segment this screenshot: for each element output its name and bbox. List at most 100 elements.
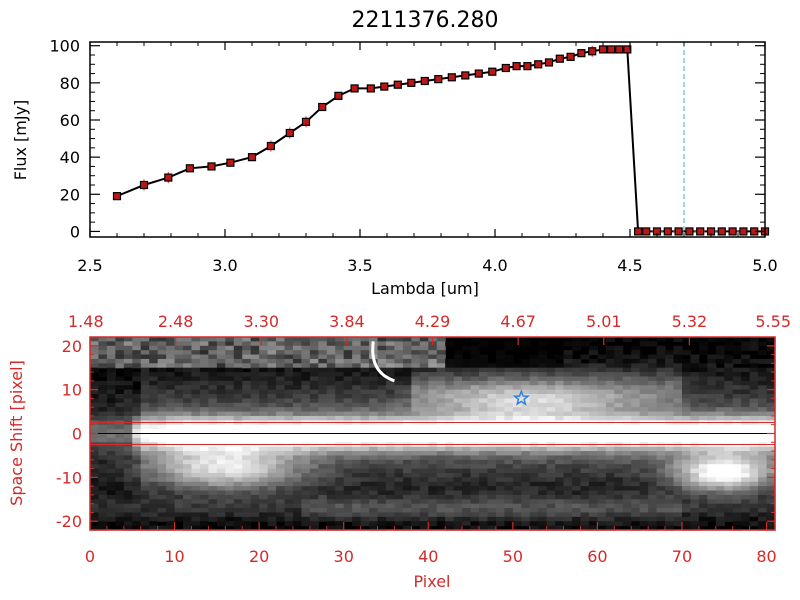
image-pixel xyxy=(199,512,209,518)
image-pixel xyxy=(470,451,480,457)
image-pixel xyxy=(479,411,489,417)
image-pixel xyxy=(681,363,692,369)
image-pixel xyxy=(276,464,286,470)
image-pixel xyxy=(521,468,531,474)
data-point xyxy=(420,76,429,86)
image-pixel xyxy=(242,415,252,421)
image-pixel xyxy=(622,477,632,483)
image-pixel xyxy=(521,402,531,408)
image-pixel xyxy=(115,499,125,505)
image-pixel xyxy=(191,481,201,487)
image-pixel xyxy=(242,494,252,500)
image-pixel xyxy=(648,372,658,378)
image-pixel xyxy=(284,468,294,474)
image-pixel xyxy=(233,380,243,386)
image-pixel xyxy=(758,459,768,465)
image-pixel xyxy=(614,433,624,439)
image-pixel xyxy=(326,385,336,391)
image-pixel xyxy=(605,468,615,474)
image-pixel xyxy=(470,380,480,386)
image-pixel xyxy=(495,433,505,439)
image-pixel xyxy=(233,398,243,404)
image-pixel xyxy=(487,376,497,382)
data-point xyxy=(606,45,616,54)
image-pixel xyxy=(538,350,548,356)
image-pixel xyxy=(580,508,590,514)
image-pixel xyxy=(445,525,455,531)
image-pixel xyxy=(504,516,514,522)
spectrum-plot: 2211376.280 2.5 3.0 3.5 4.0 4.5 5.0 020406080… xyxy=(11,8,778,298)
image-pixel xyxy=(521,459,531,465)
image-pixel xyxy=(191,350,201,356)
image-pixel xyxy=(622,385,632,391)
image-pixel xyxy=(521,499,531,505)
image-pixel xyxy=(132,411,142,417)
image-pixel xyxy=(132,415,142,421)
image-pixel xyxy=(309,376,319,382)
image-pixel xyxy=(436,503,446,509)
image-pixel xyxy=(123,424,133,430)
image-pixel xyxy=(504,512,514,518)
image-pixel xyxy=(487,394,497,400)
image-pixel xyxy=(707,508,717,514)
image-pixel xyxy=(563,490,573,496)
image-pixel xyxy=(563,411,573,417)
image-pixel xyxy=(267,341,277,347)
image-pixel xyxy=(98,372,108,378)
image-pixel xyxy=(140,512,150,518)
image-pixel xyxy=(648,354,658,360)
image-pixel xyxy=(233,394,243,400)
image-pixel xyxy=(538,363,548,369)
image-pixel xyxy=(766,411,776,417)
image-pixel xyxy=(377,459,387,465)
data-point xyxy=(318,102,327,112)
image-pixel xyxy=(106,486,116,492)
image-pixel xyxy=(555,429,565,435)
image-pixel xyxy=(301,494,311,500)
pixel-tick-label: 70 xyxy=(672,547,692,566)
image-pixel xyxy=(352,490,362,496)
image-pixel xyxy=(326,354,336,360)
image-pixel xyxy=(394,372,404,378)
image-pixel xyxy=(199,490,209,496)
image-pixel xyxy=(529,472,539,478)
image-pixel xyxy=(411,354,421,360)
image-pixel xyxy=(140,394,150,400)
image-pixel xyxy=(157,350,167,356)
y-tick-label: 60 xyxy=(60,111,80,130)
image-pixel xyxy=(140,385,150,391)
image-pixel xyxy=(597,455,607,461)
image-pixel xyxy=(123,451,133,457)
image-pixel xyxy=(741,433,751,439)
image-pixel xyxy=(495,354,505,360)
image-pixel xyxy=(588,508,599,514)
data-point xyxy=(615,45,624,54)
data-point xyxy=(728,227,737,236)
image-pixel xyxy=(572,394,582,400)
image-pixel xyxy=(479,503,489,509)
image-pixel xyxy=(732,337,742,342)
image-pixel xyxy=(352,433,362,439)
image-pixel xyxy=(555,490,565,496)
image-pixel xyxy=(199,367,209,373)
image-pixel xyxy=(741,477,751,483)
image-pixel xyxy=(512,499,522,505)
image-pixel xyxy=(470,407,480,413)
image-pixel xyxy=(462,358,472,364)
image-pixel xyxy=(538,512,548,518)
image-pixel xyxy=(318,345,328,351)
image-pixel xyxy=(538,486,548,492)
image-pixel xyxy=(259,472,269,478)
image-pixel xyxy=(335,525,345,531)
image-pixel xyxy=(385,521,396,527)
image-pixel xyxy=(166,358,176,364)
image-pixel xyxy=(242,455,252,461)
image-pixel xyxy=(140,389,150,395)
image-pixel xyxy=(512,516,522,522)
image-pixel xyxy=(470,446,480,452)
image-pixel xyxy=(411,437,421,443)
image-pixel xyxy=(436,433,446,439)
image-pixel xyxy=(538,437,548,443)
image-pixel xyxy=(90,499,100,505)
